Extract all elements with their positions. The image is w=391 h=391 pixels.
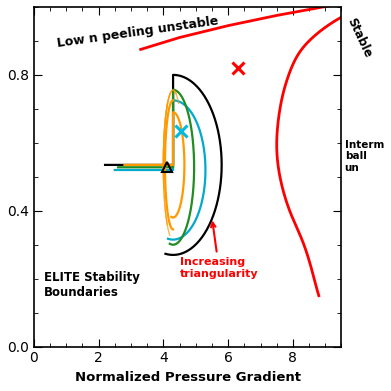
Text: Increasing
triangularity: Increasing triangularity — [179, 222, 258, 279]
Text: ELITE Stability
Boundaries: ELITE Stability Boundaries — [43, 271, 140, 300]
Text: Stable: Stable — [345, 16, 375, 59]
Text: Interm
ball
un: Interm ball un — [345, 140, 384, 173]
X-axis label: Normalized Pressure Gradient: Normalized Pressure Gradient — [75, 371, 301, 384]
Text: Low n peeling unstable: Low n peeling unstable — [56, 14, 220, 50]
